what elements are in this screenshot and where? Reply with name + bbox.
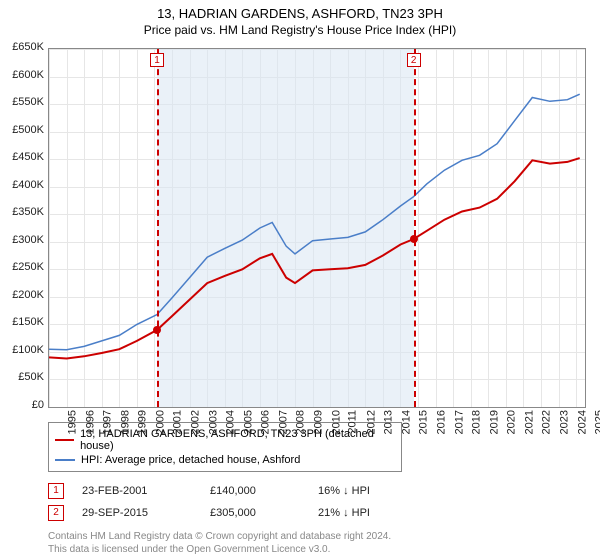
x-axis-label: 2011: [347, 410, 359, 434]
x-axis-label: 2024: [576, 410, 588, 434]
y-axis-label: £50K: [0, 371, 44, 383]
legend-label: HPI: Average price, detached house, Ashf…: [81, 454, 300, 466]
series-price_paid: [49, 158, 580, 358]
y-axis-label: £200K: [0, 289, 44, 301]
x-axis-label: 2013: [383, 410, 395, 434]
y-axis-label: £450K: [0, 151, 44, 163]
transaction-row: 2 29-SEP-2015 £305,000 21% ↓ HPI: [48, 502, 584, 524]
transaction-number: 1: [48, 483, 64, 499]
x-axis-label: 2005: [242, 410, 254, 434]
x-axis-label: 2023: [559, 410, 571, 434]
y-axis-label: £250K: [0, 261, 44, 273]
footer-attribution: Contains HM Land Registry data © Crown c…: [48, 530, 391, 556]
legend-and-table: 13, HADRIAN GARDENS, ASHFORD, TN23 3PH (…: [48, 422, 584, 524]
transaction-dot: [153, 326, 161, 334]
x-axis-label: 1997: [102, 410, 114, 434]
x-axis-label: 2001: [172, 410, 184, 434]
x-axis-label: 2010: [330, 410, 342, 434]
x-axis-label: 2014: [400, 410, 412, 434]
x-axis-label: 2003: [207, 410, 219, 434]
x-axis-label: 1995: [66, 410, 78, 434]
footer-line-2: This data is licensed under the Open Gov…: [48, 544, 330, 555]
transaction-marker: 2: [407, 53, 421, 67]
y-axis-label: £600K: [0, 69, 44, 81]
transaction-row: 1 23-FEB-2001 £140,000 16% ↓ HPI: [48, 480, 584, 502]
x-axis-label: 2020: [506, 410, 518, 434]
x-axis-label: 1996: [84, 410, 96, 434]
x-axis-label: 2025: [594, 410, 600, 434]
legend-swatch: [55, 459, 75, 461]
x-axis-label: 2018: [471, 410, 483, 434]
chart-container: 13, HADRIAN GARDENS, ASHFORD, TN23 3PH P…: [0, 0, 600, 560]
plot-area: 12: [48, 48, 586, 408]
transaction-dot: [410, 235, 418, 243]
transaction-marker: 1: [150, 53, 164, 67]
transaction-line: [414, 49, 416, 407]
y-axis-label: £400K: [0, 179, 44, 191]
x-axis-label: 2016: [436, 410, 448, 434]
y-axis-label: £150K: [0, 316, 44, 328]
series-hpi: [49, 94, 580, 350]
chart-title-1: 13, HADRIAN GARDENS, ASHFORD, TN23 3PH: [0, 0, 600, 23]
x-axis-label: 2009: [313, 410, 325, 434]
x-axis-label: 2006: [260, 410, 272, 434]
y-axis-label: £350K: [0, 206, 44, 218]
transaction-price: £140,000: [210, 485, 300, 497]
x-axis-label: 1998: [119, 410, 131, 434]
y-axis-label: £500K: [0, 124, 44, 136]
transaction-date: 29-SEP-2015: [82, 507, 192, 519]
x-axis-label: 1999: [137, 410, 149, 434]
transaction-price: £305,000: [210, 507, 300, 519]
transaction-delta: 21% ↓ HPI: [318, 507, 370, 519]
x-axis-label: 2002: [190, 410, 202, 434]
transaction-line: [157, 49, 159, 407]
chart-title-2: Price paid vs. HM Land Registry's House …: [0, 23, 600, 37]
transaction-date: 23-FEB-2001: [82, 485, 192, 497]
y-axis-label: £300K: [0, 234, 44, 246]
footer-line-1: Contains HM Land Registry data © Crown c…: [48, 531, 391, 542]
y-axis-label: £0: [0, 399, 44, 411]
x-axis-label: 2004: [225, 410, 237, 434]
transaction-number: 2: [48, 505, 64, 521]
y-axis-label: £550K: [0, 96, 44, 108]
x-axis-label: 2008: [295, 410, 307, 434]
x-axis-label: 2019: [488, 410, 500, 434]
chart-lines: [49, 49, 585, 407]
y-axis-label: £650K: [0, 41, 44, 53]
x-axis-label: 2021: [523, 410, 535, 434]
x-axis-label: 2017: [453, 410, 465, 434]
transaction-table: 1 23-FEB-2001 £140,000 16% ↓ HPI 2 29-SEP-201…: [48, 480, 584, 524]
x-axis-label: 2007: [277, 410, 289, 434]
y-axis-label: £100K: [0, 344, 44, 356]
legend-swatch: [55, 439, 74, 441]
x-axis-label: 2000: [154, 410, 166, 434]
transaction-delta: 16% ↓ HPI: [318, 485, 370, 497]
legend-row: HPI: Average price, detached house, Ashf…: [55, 453, 395, 467]
x-axis-label: 2015: [418, 410, 430, 434]
x-axis-label: 2012: [365, 410, 377, 434]
x-axis-label: 2022: [541, 410, 553, 434]
